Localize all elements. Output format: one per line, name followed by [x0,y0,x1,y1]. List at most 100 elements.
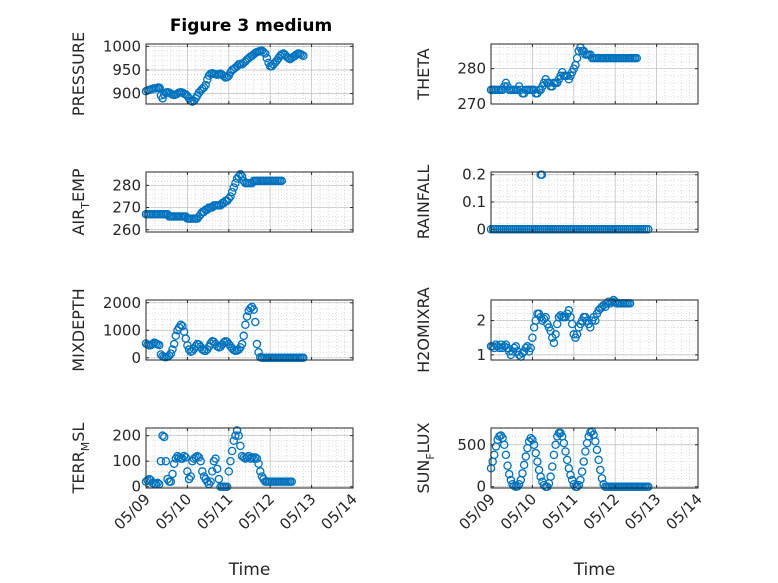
data-point [287,477,296,486]
x-tick-label: 05/10 [497,490,540,533]
y-tick-label: 1 [476,346,486,364]
axes-background [146,172,353,232]
data-point [644,482,653,491]
data-point [559,438,569,448]
data-point [153,478,162,488]
panel-theta: 270 280 THETA [414,43,699,113]
data-point [207,467,217,476]
data-point [179,451,189,461]
x-tick-label: 05/09 [456,490,499,533]
data-point [242,312,252,321]
data-point [513,482,522,491]
data-point [224,194,234,203]
data-point [234,431,243,440]
data-point [262,53,272,63]
panel-rainfall: 0 0.1 0.2 RAINFALL [414,165,699,240]
y-tick-label: 100 [112,452,141,470]
y-axis-label: THETA [414,48,433,100]
y-tick-label: 500 [457,436,486,454]
y-tick-label: 2000 [103,294,141,312]
data-point [206,477,215,486]
y-tick-label: 280 [112,176,141,194]
data-point [577,467,587,476]
x-tick-label: 05/09 [111,490,154,533]
y-tick-label: 270 [112,199,141,217]
data-point [537,170,547,179]
data-point [214,474,224,484]
x-tick-label: 05/14 [663,490,706,533]
data-point [518,469,527,478]
y-tick-label: 280 [457,60,486,78]
data-point [168,469,177,479]
data-point [156,456,166,466]
axes-background [491,300,698,360]
panel-h2omixra: 1 2 H2OMIXRA [414,287,699,373]
data-point [528,333,537,342]
panel-mixdepth: 0 1000 2000 MIXDEPTH [69,288,354,372]
data-series [141,302,308,363]
data-point [504,469,514,479]
data-point [299,353,308,363]
y-axis-label: RAINFALL [414,165,433,240]
data-point [199,83,209,92]
data-point [241,320,250,330]
data-point [566,470,575,480]
data-point [503,461,512,471]
data-point [212,341,222,351]
data-point [196,456,205,466]
axes-frame [490,43,699,105]
data-point [531,448,540,458]
data-point [597,474,607,483]
data-point [576,475,585,485]
y-axis-label: TERRMSL [69,423,92,495]
data-point [231,431,240,440]
data-point [227,187,237,197]
data-point [219,338,229,347]
panel-air-temp: 260 270 280 AIRTEMP [69,168,354,239]
data-point [551,440,560,450]
x-axis-label: Time [228,560,271,580]
data-point [529,440,539,450]
axes-frame [490,427,699,489]
x-tick-label: 05/10 [152,490,195,533]
data-point [519,460,529,470]
data-point [161,456,171,466]
data-point [254,459,263,468]
panel-sun-flux: 0 500 SUNFLUX 05/0905/1005/1105/1205/1305/1… [414,422,706,580]
x-tick-label: 05/11 [538,490,581,533]
data-point [579,457,588,466]
data-point [591,437,600,446]
data-point [526,433,535,443]
axes-frame [145,171,354,233]
data-point [143,476,152,485]
y-tick-label: 0 [476,478,486,496]
y-tick-label: 950 [112,61,141,79]
y-tick-label: 0 [131,478,141,496]
data-point [237,172,247,181]
data-point [252,454,262,463]
axes-frame [145,427,354,489]
data-point [226,456,235,466]
data-point [251,317,260,327]
data-point [533,457,542,466]
y-tick-label: 0 [476,220,486,238]
data-point [176,320,186,330]
data-point [186,472,195,481]
data-point [574,480,584,490]
data-point [536,472,545,481]
data-point [169,339,179,349]
data-point [178,321,187,331]
data-point [227,446,237,456]
data-series [141,169,287,223]
y-axis-label: MIXDEPTH [69,288,88,371]
data-point [159,432,169,442]
axes-frame [490,299,699,361]
data-point [581,447,590,456]
x-tick-label: 05/12 [235,490,278,533]
data-point [567,475,577,485]
data-point [528,435,537,444]
axes-frame [145,43,354,105]
x-tick-label: 05/13 [276,490,319,533]
data-point [224,467,234,476]
data-point [592,445,602,455]
